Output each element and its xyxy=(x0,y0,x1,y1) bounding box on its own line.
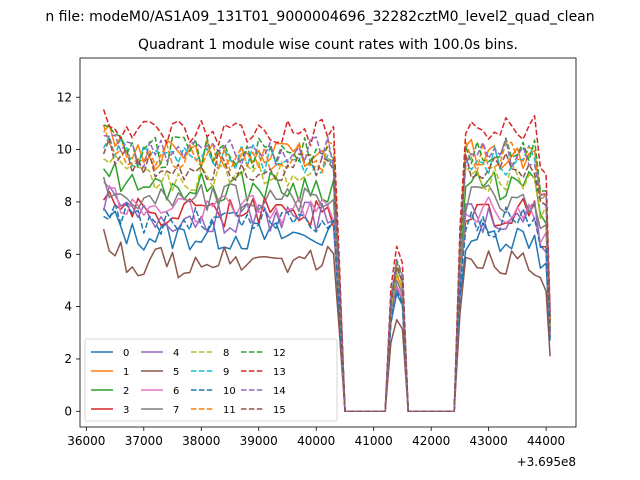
x-tick-label: 43000 xyxy=(470,434,508,448)
series-line-8 xyxy=(103,154,551,413)
series-line-5 xyxy=(102,228,551,413)
y-tick-label: 8 xyxy=(64,195,72,209)
x-tick-label: 38000 xyxy=(182,434,220,448)
legend-box xyxy=(84,338,338,422)
series-layer xyxy=(102,109,551,413)
legend-label-14: 14 xyxy=(273,386,286,397)
y-tick-label: 12 xyxy=(57,90,72,104)
chart-suptitle: n file: modeM0/AS1A09_131T01_9000004696_… xyxy=(45,9,594,25)
legend-label-4: 4 xyxy=(173,348,179,359)
x-tick-label: 44000 xyxy=(527,434,565,448)
legend-label-2: 2 xyxy=(123,386,129,397)
x-tick-label: 40000 xyxy=(297,434,335,448)
legend-label-10: 10 xyxy=(223,386,236,397)
series-line-12 xyxy=(103,124,551,413)
y-tick-label: 0 xyxy=(64,404,72,418)
legend-label-9: 9 xyxy=(223,367,229,378)
legend-label-3: 3 xyxy=(123,405,129,416)
series-line-14 xyxy=(103,134,551,413)
x-tick-label: 36000 xyxy=(67,434,105,448)
series-line-15 xyxy=(102,137,551,413)
series-line-4 xyxy=(102,185,551,413)
series-line-13 xyxy=(102,109,551,413)
legend-label-7: 7 xyxy=(173,405,179,416)
legend-label-1: 1 xyxy=(123,367,129,378)
legend-label-6: 6 xyxy=(173,386,179,397)
legend-label-0: 0 xyxy=(123,348,129,359)
series-line-10 xyxy=(103,202,551,413)
x-tick-label: 39000 xyxy=(240,434,278,448)
legend-label-5: 5 xyxy=(173,367,179,378)
y-tick-label: 4 xyxy=(64,300,72,314)
x-offset-label: +3.695e8 xyxy=(517,455,576,469)
x-tick-label: 42000 xyxy=(412,434,450,448)
x-tick-label: 41000 xyxy=(355,434,393,448)
x-tick-label: 37000 xyxy=(125,434,163,448)
legend-label-12: 12 xyxy=(273,348,286,359)
series-line-1 xyxy=(103,123,551,413)
legend-label-13: 13 xyxy=(273,367,286,378)
legend-label-11: 11 xyxy=(223,405,236,416)
legend-label-15: 15 xyxy=(273,405,286,416)
chart-title: Quadrant 1 module wise count rates with … xyxy=(138,37,518,53)
axes-frame xyxy=(79,57,577,428)
tick-layer: 36000 37000 38000 39000 40000 41000 42000 43000… xyxy=(57,90,565,448)
series-line-6 xyxy=(103,181,551,413)
y-tick-label: 2 xyxy=(64,352,72,366)
y-tick-label: 6 xyxy=(64,247,72,261)
y-tick-label: 10 xyxy=(57,143,72,157)
legend-label-8: 8 xyxy=(223,348,229,359)
series-line-9 xyxy=(102,135,551,413)
